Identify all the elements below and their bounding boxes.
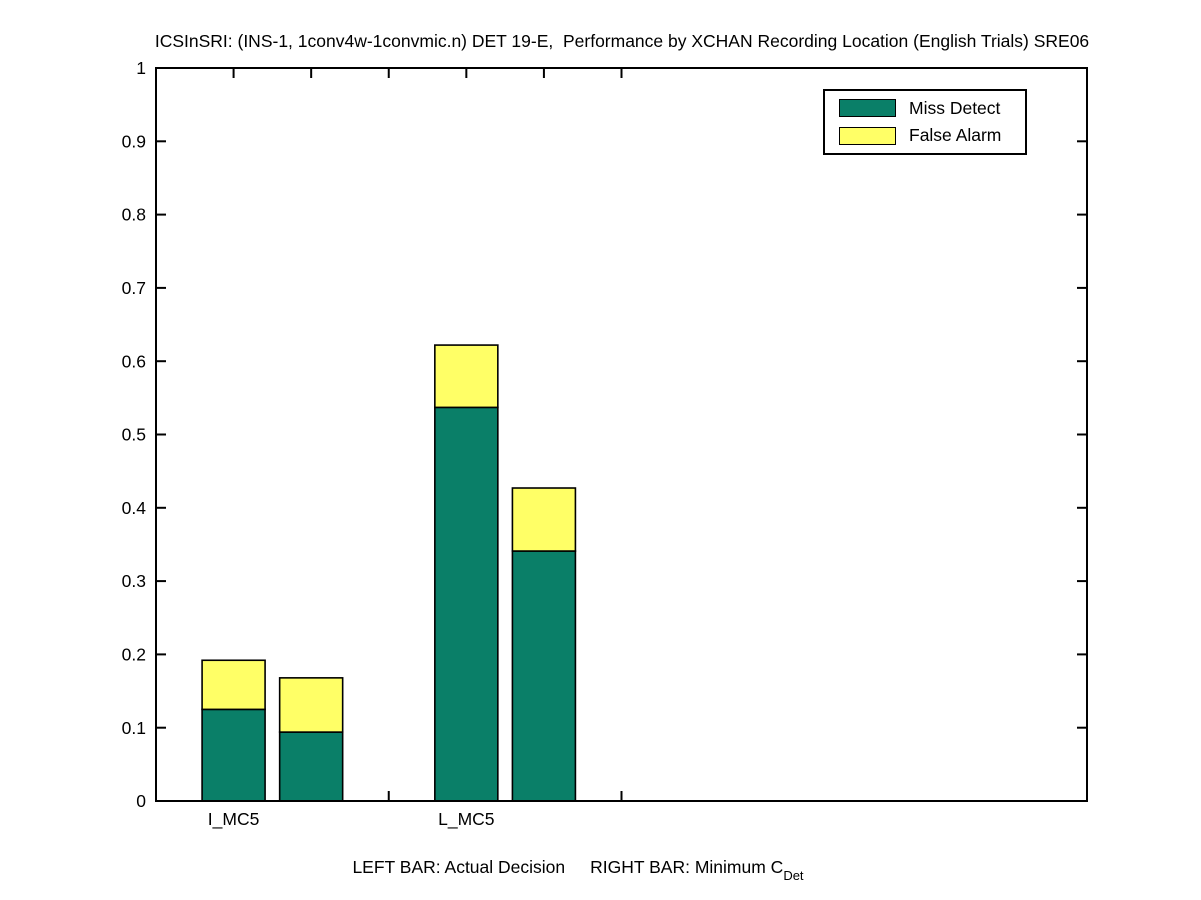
y-tick-label: 0.5 xyxy=(122,425,146,445)
right-bar-caption-subscript: Det xyxy=(783,868,804,883)
x-tick-label: I_MC5 xyxy=(208,809,260,830)
right-bar-caption: RIGHT BAR: Minimum C xyxy=(590,857,784,877)
bar-segment-false-alarm xyxy=(511,487,577,552)
left-bar-caption: LEFT BAR: Actual Decision xyxy=(352,857,566,877)
legend: Miss Detect False Alarm xyxy=(823,89,1027,155)
y-tick-label: 0.9 xyxy=(122,131,146,151)
x-tick-label: L_MC5 xyxy=(438,809,494,830)
miss-detect-swatch-icon xyxy=(839,99,896,118)
y-tick-label: 0.4 xyxy=(122,498,147,518)
y-tick-label: 0 xyxy=(136,791,146,811)
legend-item-false-alarm: False Alarm xyxy=(825,125,1025,146)
bar-segment-miss-detect xyxy=(201,708,266,802)
axis-box xyxy=(155,67,1088,802)
y-tick-label: 0.8 xyxy=(122,205,146,225)
y-tick-label: 0.3 xyxy=(122,571,146,591)
y-tick-label: 0.2 xyxy=(122,645,146,665)
legend-label-miss-detect: Miss Detect xyxy=(909,97,1001,118)
bar-segment-false-alarm xyxy=(201,659,266,711)
bar-segment-false-alarm xyxy=(278,677,344,733)
legend-item-miss-detect: Miss Detect xyxy=(825,98,1025,119)
y-tick-label: 0.1 xyxy=(122,718,146,738)
legend-label-false-alarm: False Alarm xyxy=(909,125,1002,146)
y-tick-label: 0.6 xyxy=(122,351,146,371)
x-axis-caption: LEFT BAR: Actual Decision RIGHT BAR: Mini… xyxy=(333,836,804,899)
bar-segment-miss-detect xyxy=(511,550,577,802)
bar-segment-miss-detect xyxy=(434,406,499,802)
y-tick-label: 1 xyxy=(136,58,146,78)
chart-title: ICSInSRI: (INS-1, 1conv4w-1convmic.n) DE… xyxy=(154,31,1090,51)
bar-segment-miss-detect xyxy=(278,731,344,802)
false-alarm-swatch-icon xyxy=(839,126,896,145)
bar-segment-false-alarm xyxy=(434,344,499,409)
y-tick-label: 0.7 xyxy=(122,278,146,298)
